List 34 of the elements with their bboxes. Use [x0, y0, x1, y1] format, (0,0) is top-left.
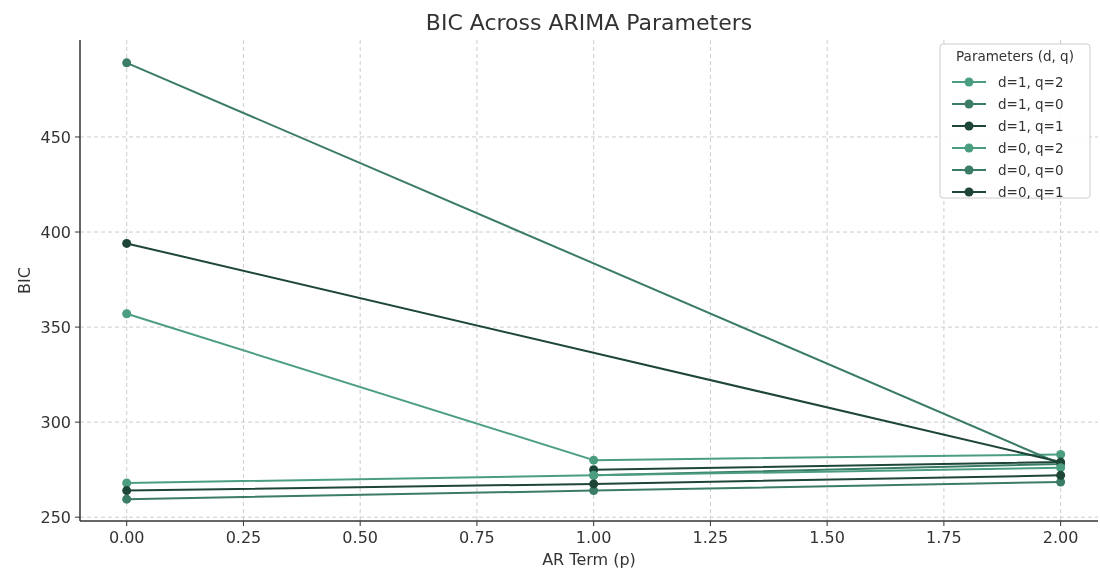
- point: [1056, 463, 1066, 473]
- x-tick-label: 0.75: [459, 528, 495, 547]
- x-tick-label: 0.50: [342, 528, 378, 547]
- legend-label: d=1, q=0: [998, 95, 1064, 112]
- legend-label: d=0, q=0: [998, 161, 1064, 178]
- point: [589, 479, 599, 489]
- x-tick-label: 1.75: [926, 528, 962, 547]
- x-tick-label: 2.00: [1042, 528, 1079, 547]
- x-tick-label: 1.50: [809, 528, 845, 547]
- x-tick-label: 0.00: [108, 528, 145, 547]
- point: [122, 486, 132, 496]
- legend-title: Parameters (d, q): [956, 48, 1074, 64]
- y-tick-label: 300: [40, 412, 71, 432]
- point: [1056, 470, 1066, 480]
- y-tick-label: 450: [40, 127, 71, 147]
- chart-title: BIC Across ARIMA Parameters: [425, 10, 753, 35]
- y-axis-title: BIC: [15, 267, 34, 294]
- legend-label: d=1, q=1: [998, 117, 1064, 134]
- point: [122, 238, 132, 248]
- x-tick-label: 1.00: [575, 528, 612, 547]
- x-axis-title: AR Term (p): [542, 550, 636, 569]
- point: [1056, 449, 1066, 459]
- y-tick-label: 250: [40, 507, 71, 527]
- y-tick-label: 400: [40, 222, 71, 242]
- point: [122, 309, 132, 319]
- x-tick-label: 1.25: [692, 528, 729, 547]
- point: [122, 494, 132, 504]
- point: [122, 58, 132, 68]
- legend-label: d=0, q=1: [998, 183, 1064, 200]
- legend-label: d=1, q=2: [998, 73, 1064, 90]
- y-tick-label: 350: [40, 317, 71, 337]
- x-tick-label: 0.25: [225, 528, 262, 547]
- legend-label: d=0, q=2: [998, 139, 1064, 156]
- point: [589, 455, 599, 465]
